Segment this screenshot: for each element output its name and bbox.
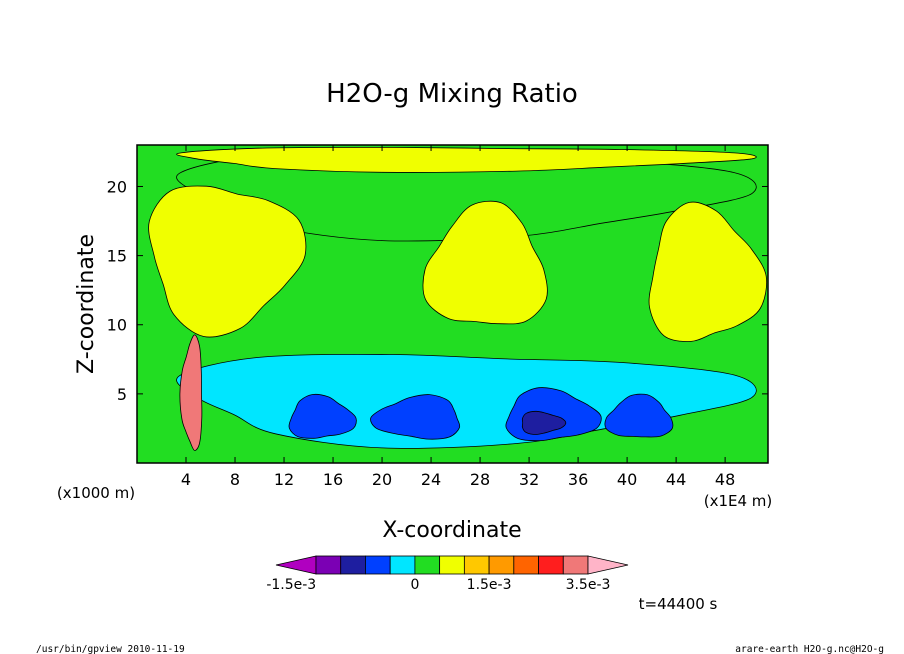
- colorbar-swatch: [365, 555, 391, 575]
- footer-left: /usr/bin/gpview 2010-11-19: [36, 644, 185, 654]
- contour-blue-core-1: [288, 393, 357, 439]
- contour-blue-core-4: [604, 393, 674, 438]
- contour-yellow-plume-right: [648, 201, 767, 342]
- colorbar-tick-label: -1.5e-3: [266, 577, 316, 593]
- colorbar-tick-label: 0: [410, 577, 419, 593]
- x-axis: 4 8 12 16 20 24 28 32 36 40 44 48: [181, 145, 735, 489]
- footer-right: arare-earth_H2O-g.nc@H2O-g: [735, 644, 884, 654]
- x-axis-title: X-coordinate: [382, 518, 521, 543]
- contour-yellow-plume-center: [422, 200, 548, 325]
- x-tick-label: 48: [715, 470, 735, 489]
- plot-frame: [136, 144, 769, 464]
- colorbar-max-triangle: [587, 555, 629, 575]
- contour-warm-plume: [179, 334, 203, 451]
- contour-field: [137, 145, 768, 463]
- x-tick-label: 24: [421, 470, 441, 489]
- y-axis-title: Z-coordinate: [74, 234, 99, 374]
- x-tick-label: 8: [230, 470, 240, 489]
- contour-yellow-top-band: [176, 146, 757, 173]
- x-tick-label: 12: [274, 470, 294, 489]
- x-tick-label: 36: [568, 470, 588, 489]
- x-tick-label: 20: [372, 470, 392, 489]
- x-tick-label: 44: [666, 470, 686, 489]
- y-axis: 5 10 15 20: [107, 177, 768, 404]
- contour-navy-core: [521, 410, 567, 435]
- x-tick-label: 16: [323, 470, 343, 489]
- y-unit-label: (x1000 m): [57, 484, 135, 502]
- y-tick-label: 20: [107, 177, 127, 196]
- x-tick-label: 32: [519, 470, 539, 489]
- colorbar-swatch: [488, 555, 515, 575]
- contour-blue-core-2: [370, 394, 461, 440]
- y-tick-label: 10: [107, 316, 127, 335]
- colorbar-swatch: [513, 555, 539, 575]
- time-label: t=44400 s: [639, 595, 718, 613]
- colorbar-tick-label: 3.5e-3: [566, 577, 611, 593]
- colorbar-swatch: [389, 555, 416, 575]
- colorbar-swatch: [562, 555, 589, 575]
- y-tick-label: 5: [117, 385, 127, 404]
- colorbar-swatch: [439, 555, 465, 575]
- colorbar-labels: -1.5e-3 0 1.5e-3 3.5e-3: [266, 577, 610, 593]
- colorbar-swatch: [315, 555, 342, 575]
- chart-title: H2O-g Mixing Ratio: [326, 79, 578, 109]
- colorbar-swatch: [538, 555, 564, 575]
- x-unit-label: (x1E4 m): [704, 492, 773, 510]
- colorbar-swatch: [340, 555, 366, 575]
- contour-yellow-plume-left: [148, 185, 307, 338]
- colorbar-tick-label: 1.5e-3: [467, 577, 512, 593]
- x-tick-label: 28: [470, 470, 490, 489]
- y-tick-label: 15: [107, 247, 127, 266]
- colorbar: [275, 555, 629, 575]
- colorbar-min-triangle: [275, 555, 317, 575]
- colorbar-swatch: [463, 555, 490, 575]
- x-tick-label: 4: [181, 470, 191, 489]
- x-tick-label: 40: [617, 470, 637, 489]
- colorbar-swatch: [414, 555, 441, 575]
